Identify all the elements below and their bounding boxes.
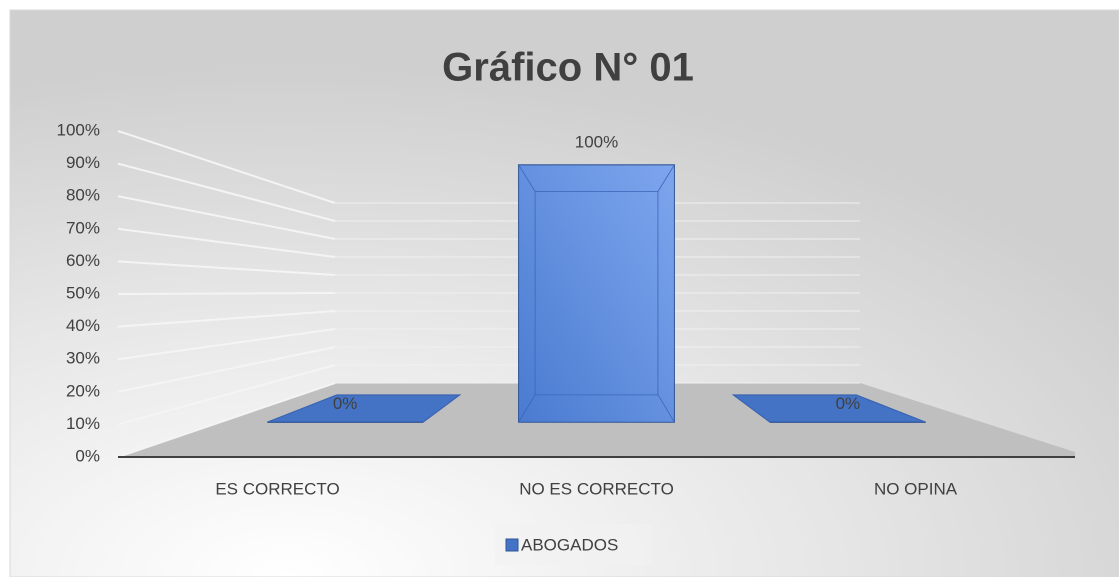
y-tick-label: 70% xyxy=(66,218,100,237)
bar-edge xyxy=(855,394,926,423)
side-grid-line xyxy=(117,328,336,361)
bar-edge xyxy=(518,164,536,192)
side-grid-line xyxy=(117,310,336,328)
x-tick-label: NO OPINA xyxy=(874,479,958,498)
side-grid-line xyxy=(117,162,336,222)
data-label: 100% xyxy=(575,132,618,151)
x-tick-label: NO ES CORRECTO xyxy=(519,479,674,498)
side-grid-line xyxy=(117,292,336,295)
y-tick-label: 100% xyxy=(57,120,100,139)
legend-swatch xyxy=(505,538,519,552)
y-tick-label: 90% xyxy=(66,153,100,172)
y-tick-label: 40% xyxy=(66,316,100,335)
legend-label: ABOGADOS xyxy=(521,535,618,554)
x-tick-label: ES CORRECTO xyxy=(215,479,339,498)
y-tick-label: 80% xyxy=(66,186,100,205)
y-tick-label: 30% xyxy=(66,349,100,368)
side-grid-line xyxy=(117,364,336,426)
side-grid-line xyxy=(117,346,336,393)
y-tick-label: 60% xyxy=(66,251,100,270)
bar-edge xyxy=(518,394,536,423)
bar xyxy=(518,164,675,423)
data-label: 0% xyxy=(836,394,861,413)
bar-edge xyxy=(422,394,461,423)
legend: ABOGADOS xyxy=(495,524,652,565)
bar-edge xyxy=(657,164,675,192)
bar-edge xyxy=(732,394,771,423)
side-grid-line xyxy=(117,260,336,276)
bar-edge xyxy=(267,394,338,423)
side-grid-line xyxy=(117,227,336,258)
chart-title: Gráfico N° 01 xyxy=(442,46,694,90)
y-tick-label: 0% xyxy=(75,446,100,465)
bar-edge xyxy=(657,394,675,423)
side-grid-line xyxy=(117,382,336,458)
y-tick-label: 10% xyxy=(66,414,100,433)
y-tick-label: 20% xyxy=(66,381,100,400)
legend-box xyxy=(495,524,652,565)
side-grid-line xyxy=(117,195,336,240)
y-tick-label: 50% xyxy=(66,283,100,302)
side-grid-line xyxy=(117,130,336,204)
data-label: 0% xyxy=(333,394,358,413)
